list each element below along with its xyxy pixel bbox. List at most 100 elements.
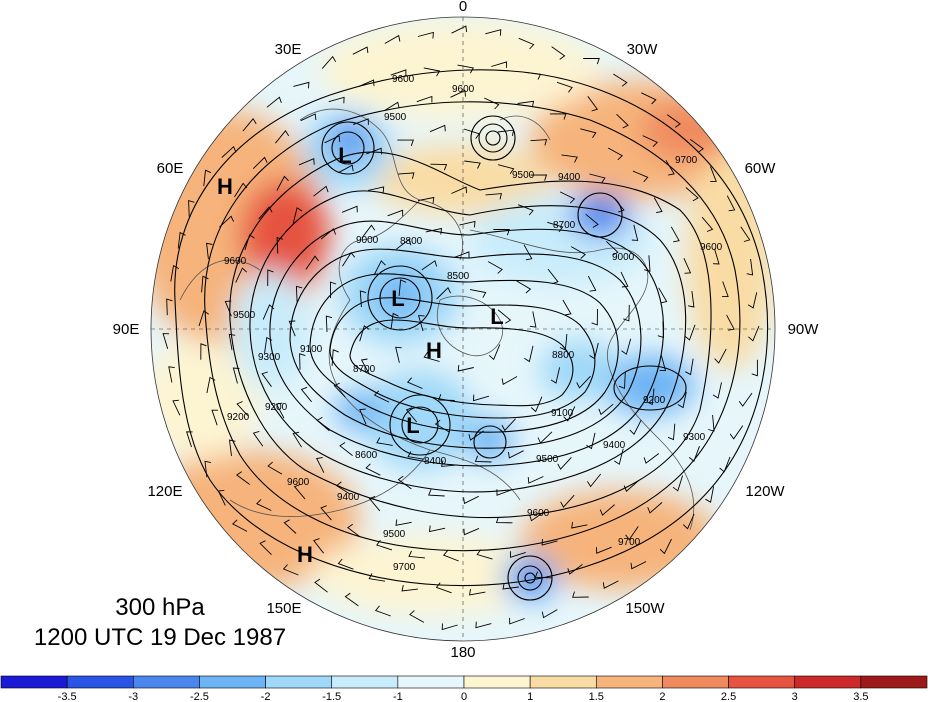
wind-barb [589,173,606,184]
contour-label: 9600 [452,84,475,95]
wind-barb [242,118,257,132]
wind-barb [335,481,351,495]
colorbar-box [66,675,134,689]
wind-barb [657,321,664,339]
wind-barb [642,135,658,148]
lon-label-30e: 30E [275,41,302,58]
wind-barb [376,437,393,446]
wind-barb [293,81,310,89]
wind-barb [508,450,524,459]
colorbar-box [595,675,663,689]
wind-barb [683,258,692,274]
wind-barb [217,489,226,506]
wind-barb [219,215,235,228]
wind-barb [409,610,425,623]
colorbar-box [0,675,68,689]
wind-barb [476,549,493,560]
wind-barb [204,460,211,478]
wind-barb [509,617,525,625]
wind-barb [292,431,302,448]
colorbar-box [860,675,928,689]
lon-label-0: 0 [459,0,467,15]
wind-barb [258,206,273,220]
wind-barb [751,359,758,377]
wind-barb [267,269,274,287]
colorbar-tick-label: 0 [461,691,467,702]
wind-barb [530,174,548,181]
wind-barb [321,55,337,69]
contour-label: 9000 [356,235,379,246]
wind-barb [451,25,468,34]
wind-barb [491,61,508,68]
wind-barb [685,358,694,376]
wind-barb [224,300,232,317]
colorbar-tick-label: -1 [393,691,403,702]
contour-label: 9200 [643,395,666,406]
wind-barb [496,489,513,496]
lon-label-150w: 150W [625,600,665,617]
wind-barb [746,258,754,276]
colorbar-tick-label: 1 [527,691,533,702]
contour-label: 9500 [536,454,559,465]
wind-barb [516,280,532,294]
wind-barb [417,31,434,39]
wind-barb [347,523,361,538]
wind-barb [206,376,216,394]
wind-barb [709,166,717,183]
colorbar: -3.5 -3 -2.5 -2 -1.5 -1 0 1 1.5 2 2.5 3 3.5 [0,675,928,702]
wind-barb [276,175,289,191]
wind-barb [358,79,375,87]
wind-barb [168,366,175,383]
contour-label: 9100 [551,408,574,419]
wind-barb [632,170,649,183]
wind-barb [665,159,675,176]
wind-barb [541,609,558,619]
wind-barb [487,261,503,274]
wind-barb [598,403,614,416]
wind-barb [463,495,479,505]
wind-barb [261,371,272,387]
wind-barb [613,73,628,87]
wind-barb [390,69,407,76]
valid-time-title: 1200 UTC 19 Dec 1987 [33,624,287,651]
wind-barb [429,124,446,133]
wind-barb [416,95,433,103]
wind-barb [701,216,714,232]
wind-barb [314,578,328,593]
lon-label-60w: 60W [745,160,777,177]
wind-barb [232,367,240,384]
contour-label: 9500 [383,529,406,540]
wind-barb [537,431,553,444]
wind-barb [607,147,623,161]
wind-barb [550,367,561,384]
wind-barb [602,580,619,589]
wind-barb [316,457,325,473]
wind-barb [313,185,329,197]
wind-barb [198,310,209,327]
wind-barb [397,475,412,490]
wind-barb [534,571,552,579]
wind-barb [530,139,548,146]
wind-barb [244,234,255,251]
wind-barb [329,281,337,299]
wind-barb [459,220,476,228]
wind-barb [641,92,657,105]
colorbar-box [265,675,333,689]
wind-barb [485,193,502,200]
wind-barb [722,281,729,298]
wind-barb [740,226,751,242]
height-contours [174,69,769,601]
colorbar-box [397,675,465,689]
wind-barb [252,156,268,170]
wind-barb [337,164,354,174]
colorbar-boxes [0,675,928,689]
wind-barb [283,519,297,534]
contour-label: 9400 [603,440,626,451]
wind-barb [451,186,468,194]
wind-barb [689,138,704,153]
wind-barb [659,355,667,372]
wind-barb [170,265,180,282]
wind-barb [172,399,181,416]
wind-barb [541,538,558,546]
wind-barb [436,287,452,300]
